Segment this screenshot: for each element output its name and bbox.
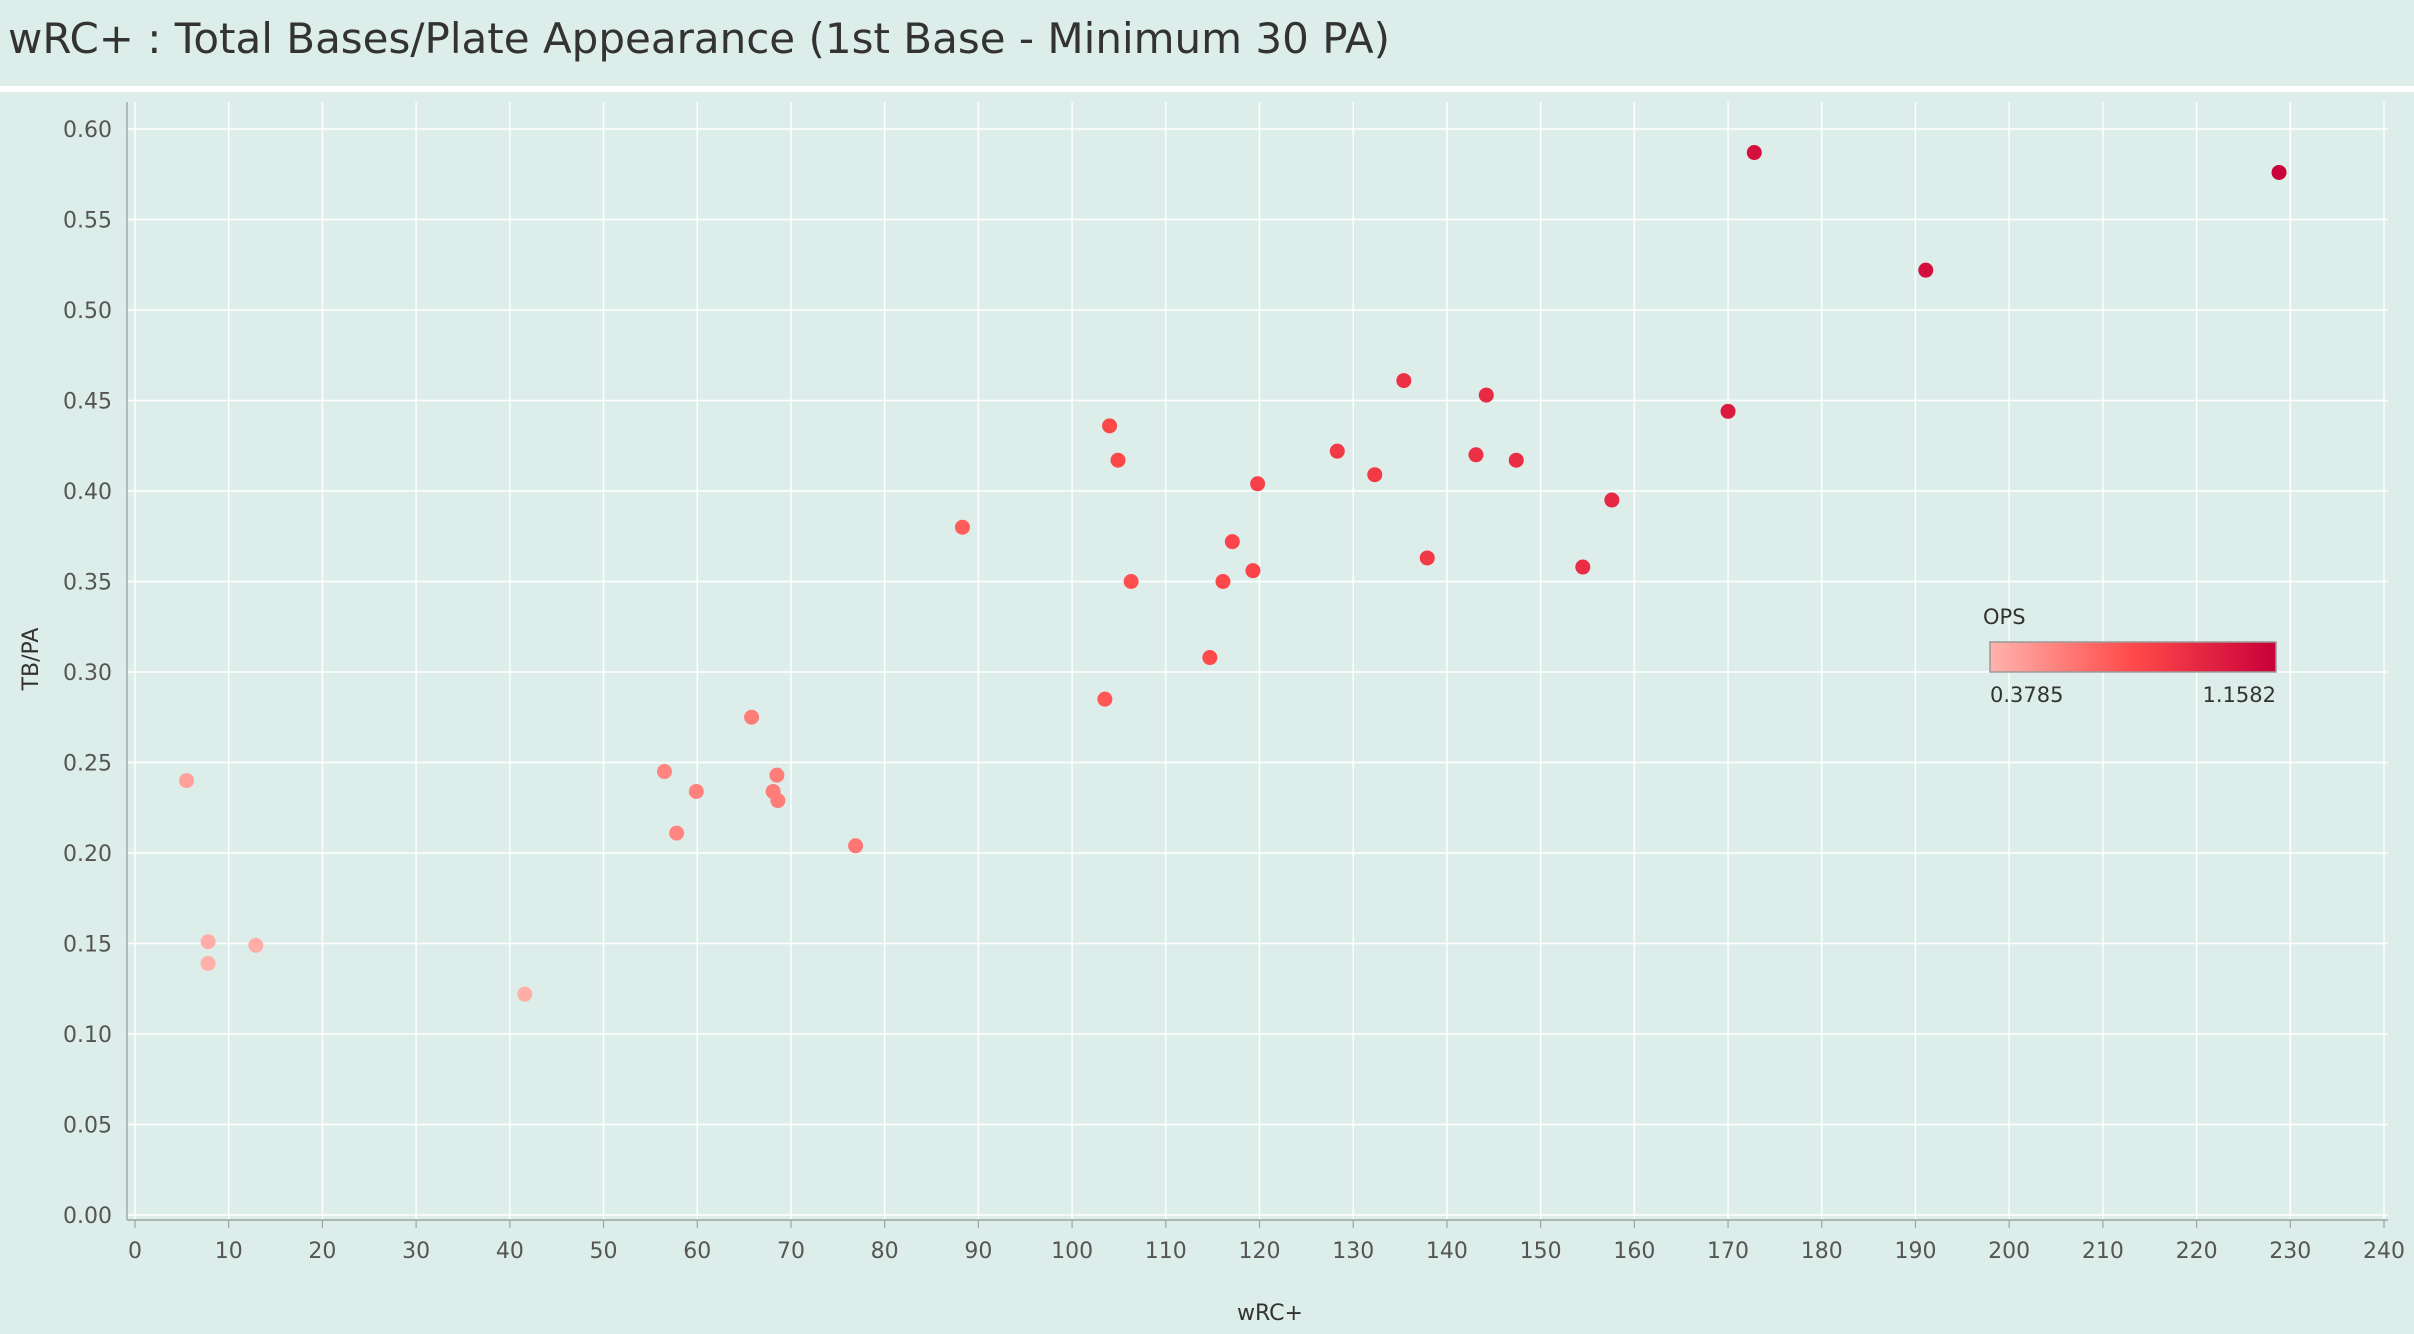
y-tick-label: 0.60: [63, 118, 112, 143]
scatter-point[interactable]: [1918, 262, 1934, 278]
y-tick-label: 0.35: [63, 571, 112, 596]
scatter-point[interactable]: [1720, 403, 1736, 419]
x-tick-label: 120: [1239, 1239, 1281, 1264]
x-tick-label: 230: [2269, 1239, 2311, 1264]
y-tick-label: 0.50: [63, 299, 112, 324]
x-tick-label: 240: [2363, 1239, 2405, 1264]
x-tick-label: 70: [777, 1239, 805, 1264]
y-tick-label: 0.00: [63, 1204, 112, 1229]
scatter-point[interactable]: [1396, 373, 1412, 389]
x-tick-label: 30: [402, 1239, 430, 1264]
scatter-point[interactable]: [1250, 476, 1266, 492]
y-tick-label: 0.20: [63, 842, 112, 867]
scatter-point[interactable]: [248, 937, 264, 953]
y-tick-label: 0.05: [63, 1114, 112, 1139]
scatter-point[interactable]: [1245, 563, 1261, 579]
y-tick-label: 0.15: [63, 933, 112, 958]
x-tick-label: 210: [2082, 1239, 2124, 1264]
x-tick-label: 50: [590, 1239, 618, 1264]
scatter-chart: 0 10 20 30 40 50 60 70 80 90 100 110 120 130 140 150 160…: [19, 102, 2405, 1326]
scatter-point[interactable]: [200, 955, 216, 971]
x-tick-label: 110: [1145, 1239, 1187, 1264]
legend-max-label: 1.1582: [2203, 683, 2276, 707]
y-tick-label: 0.40: [63, 480, 112, 505]
scatter-point[interactable]: [744, 709, 760, 725]
scatter-point[interactable]: [1110, 452, 1126, 468]
scatter-point[interactable]: [1478, 387, 1494, 403]
scatter-point[interactable]: [2271, 164, 2287, 180]
scatter-point[interactable]: [1224, 534, 1240, 550]
scatter-point[interactable]: [954, 519, 970, 535]
x-tick-label: 150: [1520, 1239, 1562, 1264]
scatter-point[interactable]: [1419, 550, 1435, 566]
scatter-point[interactable]: [1508, 452, 1524, 468]
scatter-point[interactable]: [200, 934, 216, 950]
scatter-point[interactable]: [1215, 574, 1231, 589]
scatter-point[interactable]: [1604, 492, 1620, 508]
legend-color-bar: [1989, 641, 2277, 673]
scatter-point[interactable]: [1329, 443, 1345, 459]
scatter-point[interactable]: [688, 783, 704, 799]
scatter-point[interactable]: [656, 764, 672, 780]
x-tick-label: 220: [2176, 1239, 2218, 1264]
title-bar: wRC+ : Total Bases/Plate Appearance (1st…: [0, 0, 2414, 86]
scatter-point[interactable]: [770, 793, 786, 809]
y-tick-label: 0.25: [63, 752, 112, 777]
axes: 0 10 20 30 40 50 60 70 80 90 100 110 120 130 140 150 160…: [63, 102, 2405, 1264]
scatter-point[interactable]: [1746, 145, 1762, 161]
x-tick-label: 20: [308, 1239, 336, 1264]
page-title: wRC+ : Total Bases/Plate Appearance (1st…: [8, 14, 1390, 63]
x-tick-label: 90: [964, 1239, 992, 1264]
x-tick-label: 180: [1801, 1239, 1843, 1264]
x-tick-label: 140: [1426, 1239, 1468, 1264]
x-axis-label: wRC+: [1237, 1301, 1303, 1326]
x-tick-label: 10: [215, 1239, 243, 1264]
x-tick-label: 170: [1707, 1239, 1749, 1264]
data-points: [179, 145, 2287, 1002]
scatter-point[interactable]: [517, 986, 533, 1002]
scatter-point[interactable]: [1575, 559, 1591, 575]
scatter-point[interactable]: [1097, 691, 1113, 707]
scatter-point[interactable]: [769, 767, 785, 783]
scatter-point[interactable]: [1468, 447, 1484, 463]
legend-min-label: 0.3785: [1990, 683, 2063, 707]
y-tick-label: 0.55: [63, 209, 112, 234]
x-tick-label: 80: [871, 1239, 899, 1264]
x-tick-label: 160: [1613, 1239, 1655, 1264]
x-tick-label: 100: [1051, 1239, 1093, 1264]
y-tick-label: 0.30: [63, 661, 112, 686]
scatter-point[interactable]: [1102, 418, 1118, 434]
x-tick-label: 60: [683, 1239, 711, 1264]
y-tick-label: 0.45: [63, 390, 112, 415]
scatter-point[interactable]: [669, 825, 685, 841]
legend-title: OPS: [1983, 605, 2026, 629]
y-tick-label: 0.10: [63, 1023, 112, 1048]
scatter-point[interactable]: [1367, 467, 1383, 483]
scatter-point[interactable]: [179, 773, 195, 789]
x-tick-label: 130: [1332, 1239, 1374, 1264]
x-tick-label: 200: [1988, 1239, 2030, 1264]
ops-legend: OPS 0.3785 1.1582: [1983, 605, 2277, 707]
x-tick-label: 0: [128, 1239, 142, 1264]
grid: [127, 102, 2388, 1220]
chart-area: 0 10 20 30 40 50 60 70 80 90 100 110 120 130 140 150 160…: [0, 92, 2414, 1334]
y-axis-label: TB/PA: [19, 628, 44, 692]
x-tick-label: 190: [1894, 1239, 1936, 1264]
scatter-point[interactable]: [1123, 574, 1139, 589]
scatter-point[interactable]: [1202, 650, 1218, 666]
scatter-point[interactable]: [848, 838, 864, 854]
x-tick-label: 40: [496, 1239, 524, 1264]
